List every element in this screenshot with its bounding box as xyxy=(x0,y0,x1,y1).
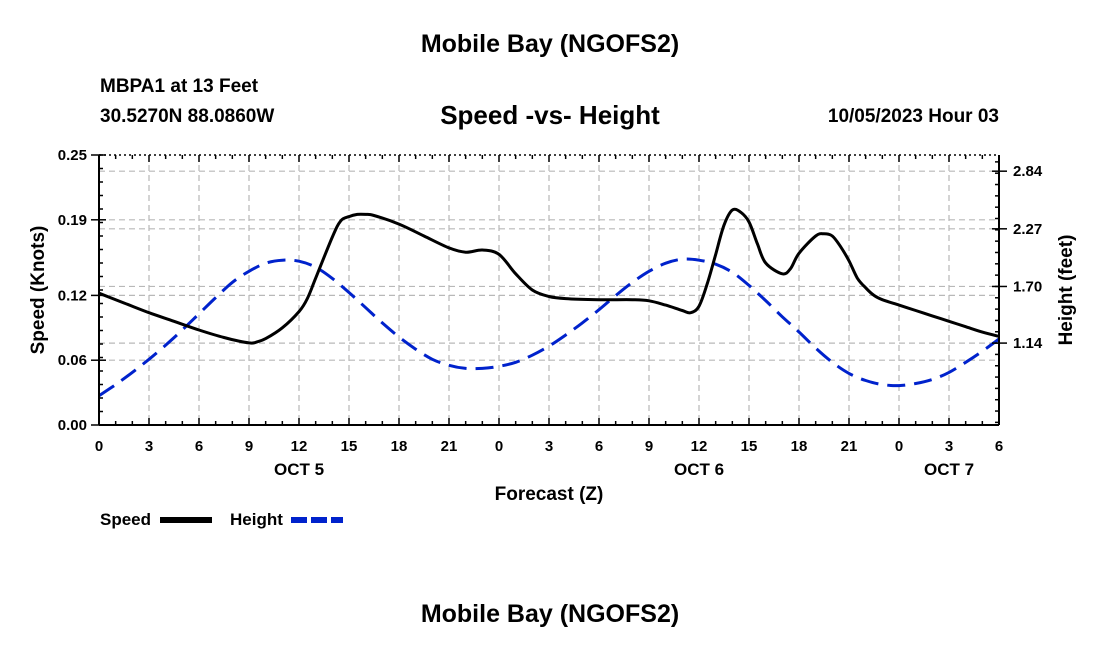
y-right-tick-label: 1.14 xyxy=(1013,335,1043,352)
x-tick-label: 3 xyxy=(545,438,553,455)
x-tick-label: 0 xyxy=(895,438,903,455)
y-right-axis-title: Height (feet) xyxy=(1056,235,1077,346)
page-title: Mobile Bay (NGOFS2) xyxy=(420,30,680,58)
x-tick-label: 15 xyxy=(341,438,358,455)
tick-marks xyxy=(91,154,1007,426)
x-tick-label: 9 xyxy=(245,438,253,455)
x-tick-label: 6 xyxy=(995,438,1003,455)
x-tick-label: 12 xyxy=(691,438,708,455)
legend-label-speed: Speed xyxy=(100,510,151,529)
date-label: OCT 7 xyxy=(924,460,974,479)
x-tick-label: 15 xyxy=(741,438,758,455)
station-label: MBPA1 at 13 Feet xyxy=(100,76,259,97)
y-left-tick-label: 0.06 xyxy=(58,352,87,369)
forecast-datetime: 10/05/2023 Hour 03 xyxy=(827,106,999,127)
series-line-height xyxy=(98,257,1000,397)
x-tick-label: 21 xyxy=(841,438,858,455)
y-right-tick-label: 1.70 xyxy=(1013,278,1042,295)
x-tick-label: 0 xyxy=(495,438,503,455)
y-left-axis-title: Speed (Knots) xyxy=(28,226,49,355)
x-axis-title: Forecast (Z) xyxy=(495,484,604,505)
y-left-tick-label: 0.12 xyxy=(58,287,87,304)
x-tick-label: 18 xyxy=(791,438,808,455)
x-tick-label: 6 xyxy=(595,438,603,455)
x-tick-label: 12 xyxy=(291,438,308,455)
legend: Speed Height xyxy=(100,510,343,529)
legend-label-height: Height xyxy=(230,510,283,529)
x-tick-label: 18 xyxy=(391,438,408,455)
bottom-title: Mobile Bay (NGOFS2) xyxy=(420,600,680,628)
axis-labels: 0 3 6 9 12 15 18 21 0 3 6 9 12 15 18 21 0 3 6 OCT 5 OCT 6 OCT… xyxy=(28,147,1077,505)
chart-subtitle: Speed -vs- Height xyxy=(440,100,660,130)
y-right-tick-label: 2.27 xyxy=(1013,221,1042,238)
x-tick-label: 0 xyxy=(95,438,103,455)
x-tick-label: 9 xyxy=(645,438,653,455)
grid-lines xyxy=(99,155,999,425)
y-left-tick-label: 0.00 xyxy=(58,417,87,434)
y-right-tick-label: 2.84 xyxy=(1013,163,1043,180)
y-left-tick-label: 0.25 xyxy=(58,147,87,164)
series-layer xyxy=(98,207,1000,397)
date-label: OCT 6 xyxy=(674,460,724,479)
series-line-speed xyxy=(98,207,1000,345)
x-tick-label: 3 xyxy=(145,438,153,455)
station-coordinates: 30.5270N 88.0860W xyxy=(100,106,275,127)
y-left-tick-label: 0.19 xyxy=(58,212,87,229)
x-tick-label: 6 xyxy=(195,438,203,455)
x-tick-label: 3 xyxy=(945,438,953,455)
x-tick-label: 21 xyxy=(441,438,458,455)
date-label: OCT 5 xyxy=(274,460,324,479)
